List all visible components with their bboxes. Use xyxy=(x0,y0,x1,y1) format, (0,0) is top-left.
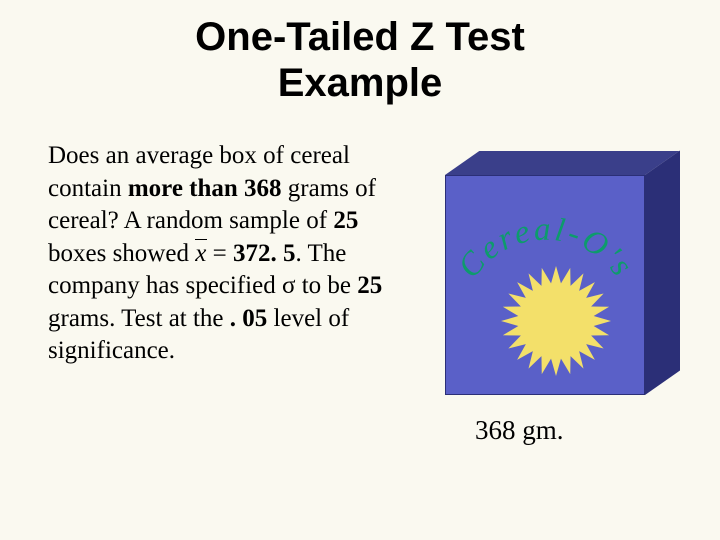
emph-sigma-value: 25 xyxy=(357,272,382,299)
title-line-1: One-Tailed Z Test xyxy=(195,15,525,59)
box-top-face xyxy=(445,151,679,175)
sigma-symbol: σ xyxy=(282,272,295,299)
emph-alpha: . 05 xyxy=(230,305,268,332)
text-seg: boxes showed xyxy=(48,240,195,267)
emph-sample-size: 25 xyxy=(333,207,358,234)
box-side-face xyxy=(645,150,680,395)
emph-more-than-368: more than 368 xyxy=(128,175,282,202)
emph-sample-mean: 372. 5 xyxy=(233,240,296,267)
problem-statement: Does an average box of cereal contain mo… xyxy=(48,140,418,368)
text-seg: = xyxy=(206,240,233,267)
x-bar-symbol: x xyxy=(195,238,206,271)
cereal-box-graphic: Cereal-O's xyxy=(445,175,680,435)
title-line-2: Example xyxy=(278,61,443,105)
starburst-icon xyxy=(501,266,611,376)
text-seg: to be xyxy=(295,272,357,299)
text-seg: grams. Test at the xyxy=(48,305,230,332)
box-weight-caption: 368 gm. xyxy=(475,415,564,446)
slide-title: One-Tailed Z Test Example xyxy=(0,0,720,106)
box-front-face: Cereal-O's xyxy=(445,175,645,395)
